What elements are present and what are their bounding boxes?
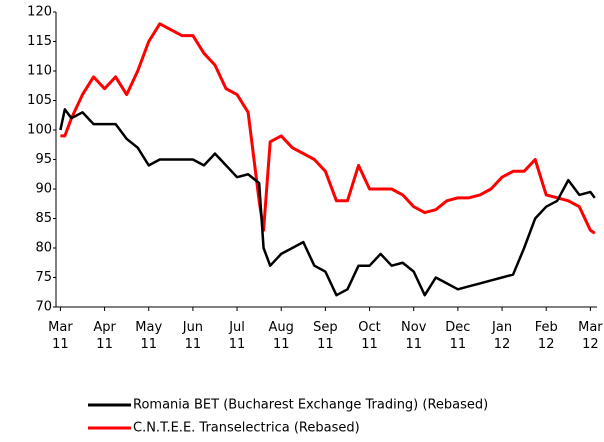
- y-tick-label: 90: [35, 182, 52, 197]
- legend-label: C.N.T.E.E. Transelectrica (Rebased): [133, 421, 360, 436]
- x-tick-label: Mar 12: [578, 320, 603, 352]
- y-tick-label: 85: [35, 211, 52, 226]
- x-tick-label: Jan 12: [492, 320, 513, 352]
- x-tick-label: Aug 11: [268, 320, 294, 352]
- y-tick-label: 115: [27, 34, 52, 49]
- y-tick-label: 80: [35, 241, 52, 256]
- series-line: [59, 108, 596, 297]
- x-tick-label: Nov 11: [401, 320, 427, 352]
- x-tick-label: Jun 11: [182, 320, 204, 352]
- series-line: [60, 22, 596, 235]
- y-tick-label: 95: [35, 152, 52, 167]
- x-tick-label: Mar 11: [48, 320, 73, 352]
- x-tick-label: Sep 11: [313, 320, 338, 352]
- y-tick-label: 120: [27, 5, 52, 20]
- y-tick-label: 75: [35, 270, 52, 285]
- x-tick-label: Apr 11: [93, 320, 116, 352]
- y-tick-label: 105: [27, 93, 52, 108]
- y-tick-label: 100: [27, 123, 52, 138]
- y-tick-label: 70: [35, 300, 52, 315]
- x-tick-label: Oct 11: [358, 320, 381, 352]
- x-tick-label: May 11: [135, 320, 163, 352]
- legend-label: Romania BET (Bucharest Exchange Trading)…: [133, 398, 488, 413]
- x-tick-label: Dec 11: [445, 320, 471, 352]
- x-tick-label: Feb 12: [534, 320, 558, 352]
- x-tick-label: Jul 11: [228, 320, 246, 352]
- y-tick-label: 110: [27, 64, 52, 79]
